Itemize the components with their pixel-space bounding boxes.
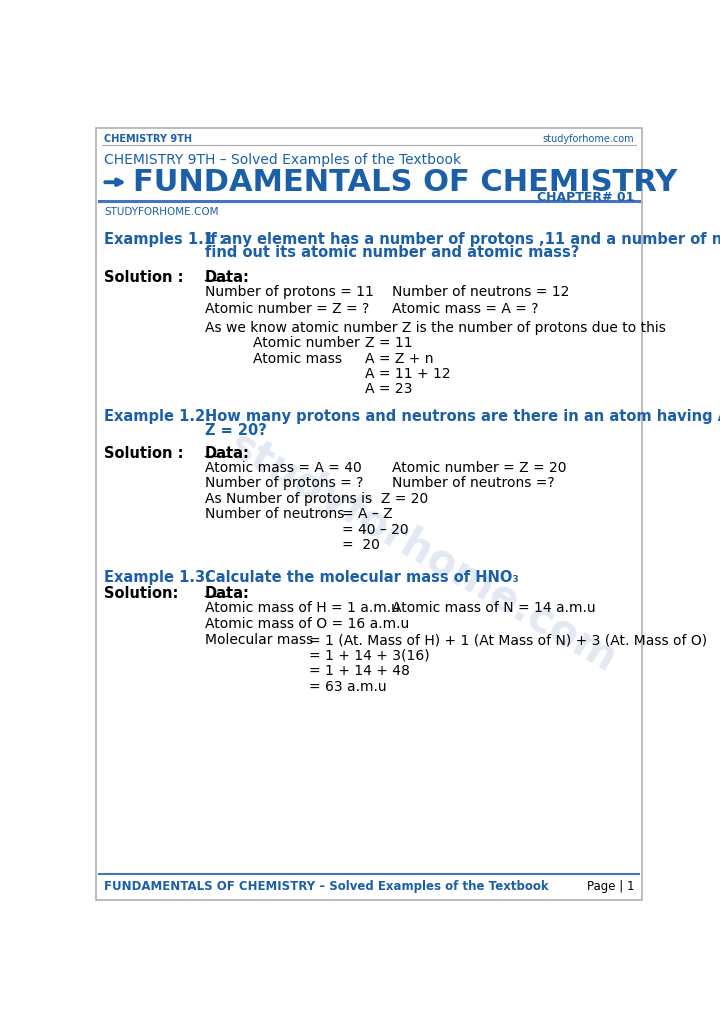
Text: Solution :: Solution : xyxy=(104,446,184,460)
Text: CHEMISTRY 9TH: CHEMISTRY 9TH xyxy=(104,134,192,145)
Text: If any element has a number of protons ,11 and a number of neutrons 12,: If any element has a number of protons ,… xyxy=(204,231,720,246)
Text: Z = 11: Z = 11 xyxy=(365,336,413,350)
Text: Number of protons = 11: Number of protons = 11 xyxy=(204,285,374,299)
Text: FUNDAMENTALS OF CHEMISTRY: FUNDAMENTALS OF CHEMISTRY xyxy=(133,168,678,197)
Text: Calculate the molecular mass of HNO₃: Calculate the molecular mass of HNO₃ xyxy=(204,570,518,585)
Text: = 63 a.m.u: = 63 a.m.u xyxy=(309,680,386,693)
Text: Solution:: Solution: xyxy=(104,585,179,601)
Text: Atomic mass of H = 1 a.m.u: Atomic mass of H = 1 a.m.u xyxy=(204,601,400,615)
Text: Data:: Data: xyxy=(204,585,250,601)
Text: = A – Z: = A – Z xyxy=(342,507,392,521)
Text: Example 1.2:: Example 1.2: xyxy=(104,409,211,425)
Text: = 1 + 14 + 48: = 1 + 14 + 48 xyxy=(309,664,410,678)
Text: Examples 1.1 :: Examples 1.1 : xyxy=(104,231,225,246)
Text: Atomic number: Atomic number xyxy=(253,336,359,350)
Text: = 1 + 14 + 3(16): = 1 + 14 + 3(16) xyxy=(309,648,429,663)
Text: CHAPTER# 01: CHAPTER# 01 xyxy=(536,191,634,205)
Text: studyforhome.com: studyforhome.com xyxy=(222,426,624,682)
Text: Data:: Data: xyxy=(204,270,250,285)
Text: find out its atomic number and atomic mass?: find out its atomic number and atomic ma… xyxy=(204,245,579,261)
Text: Atomic mass of N = 14 a.m.u: Atomic mass of N = 14 a.m.u xyxy=(392,601,596,615)
Text: As we know atomic number Z is the number of protons due to this: As we know atomic number Z is the number… xyxy=(204,321,665,335)
Text: Page | 1: Page | 1 xyxy=(587,880,634,893)
Text: As Number of protons is  Z = 20: As Number of protons is Z = 20 xyxy=(204,492,428,506)
Text: Example 1.3:: Example 1.3: xyxy=(104,570,211,585)
Text: = 40 – 20: = 40 – 20 xyxy=(342,522,408,536)
Text: A = 11 + 12: A = 11 + 12 xyxy=(365,367,451,381)
Text: STUDYFORHOME.COM: STUDYFORHOME.COM xyxy=(104,207,218,217)
Text: Number of neutrons: Number of neutrons xyxy=(204,507,344,521)
Text: =  20: = 20 xyxy=(342,538,379,552)
Text: Number of neutrons = 12: Number of neutrons = 12 xyxy=(392,285,570,299)
FancyBboxPatch shape xyxy=(96,128,642,900)
Text: = 1 (At. Mass of H) + 1 (At Mass of N) + 3 (At. Mass of O): = 1 (At. Mass of H) + 1 (At Mass of N) +… xyxy=(309,633,706,647)
Text: A = 23: A = 23 xyxy=(365,383,413,396)
Text: studyforhome.com: studyforhome.com xyxy=(542,134,634,145)
Text: Atomic mass: Atomic mass xyxy=(253,351,342,365)
Text: Atomic number = Z = 20: Atomic number = Z = 20 xyxy=(392,461,567,475)
Text: Z = 20?: Z = 20? xyxy=(204,423,266,438)
Text: A = Z + n: A = Z + n xyxy=(365,351,433,365)
Text: Molecular mass: Molecular mass xyxy=(204,633,313,647)
Text: Atomic mass = A = ?: Atomic mass = A = ? xyxy=(392,301,539,316)
Text: FUNDAMENTALS OF CHEMISTRY – Solved Examples of the Textbook: FUNDAMENTALS OF CHEMISTRY – Solved Examp… xyxy=(104,880,549,893)
Text: Atomic number = Z = ?: Atomic number = Z = ? xyxy=(204,301,369,316)
Text: Atomic mass of O = 16 a.m.u: Atomic mass of O = 16 a.m.u xyxy=(204,617,409,630)
Text: How many protons and neutrons are there in an atom having A = 40 and: How many protons and neutrons are there … xyxy=(204,409,720,425)
Text: Atomic mass = A = 40: Atomic mass = A = 40 xyxy=(204,461,361,475)
Text: Number of protons = ?: Number of protons = ? xyxy=(204,476,363,491)
Text: Number of neutrons =?: Number of neutrons =? xyxy=(392,476,555,491)
Text: Data:: Data: xyxy=(204,446,250,460)
Text: Solution :: Solution : xyxy=(104,270,184,285)
Text: CHEMISTRY 9TH – Solved Examples of the Textbook: CHEMISTRY 9TH – Solved Examples of the T… xyxy=(104,153,461,167)
